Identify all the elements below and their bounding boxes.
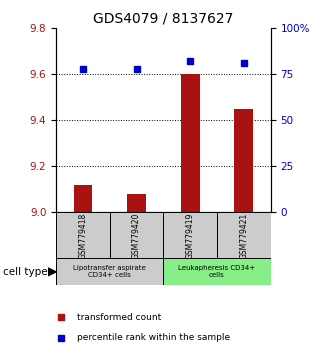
Text: transformed count: transformed count	[77, 313, 161, 322]
Bar	[56, 258, 163, 285]
Bar	[163, 212, 217, 258]
Bar	[74, 185, 92, 212]
Bar	[127, 194, 146, 212]
Bar	[163, 258, 271, 285]
Bar	[56, 212, 110, 258]
Text: GSM779420: GSM779420	[132, 212, 141, 259]
Text: Lipotransfer aspirate
CD34+ cells: Lipotransfer aspirate CD34+ cells	[73, 265, 146, 278]
Text: GSM779418: GSM779418	[79, 212, 87, 258]
Text: percentile rank within the sample: percentile rank within the sample	[77, 333, 230, 342]
Bar	[234, 109, 253, 212]
Text: cell type: cell type	[3, 267, 48, 277]
Text: Leukapheresis CD34+
cells: Leukapheresis CD34+ cells	[179, 265, 255, 278]
Title: GDS4079 / 8137627: GDS4079 / 8137627	[93, 12, 234, 26]
Bar	[181, 74, 200, 212]
Bar	[217, 212, 271, 258]
Text: GSM779421: GSM779421	[239, 212, 248, 258]
Bar	[110, 212, 163, 258]
Text: GSM779419: GSM779419	[186, 212, 195, 259]
Polygon shape	[48, 268, 56, 276]
